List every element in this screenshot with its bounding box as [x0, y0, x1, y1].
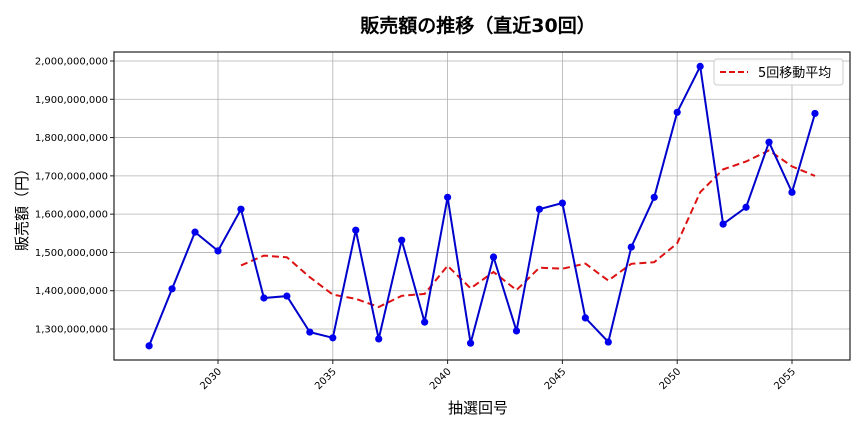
- y-axis-label: 販売額（円）: [13, 161, 31, 251]
- y-tick-label: 1,500,000,000: [35, 248, 108, 259]
- data-point-marker: [788, 188, 796, 196]
- y-tick-label: 1,400,000,000: [35, 286, 108, 297]
- y-tick-label: 1,700,000,000: [35, 171, 108, 182]
- legend-label: 5回移動平均: [758, 66, 831, 81]
- data-point-marker: [283, 292, 291, 300]
- data-point-marker: [444, 193, 452, 201]
- data-point-marker: [673, 108, 681, 116]
- data-point-marker: [306, 328, 314, 336]
- moving-average-path: [240, 149, 816, 309]
- data-point-marker: [627, 243, 635, 251]
- data-point-marker: [329, 334, 337, 342]
- data-point-marker: [765, 138, 773, 146]
- data-point-marker: [352, 226, 360, 234]
- sales-line: [145, 62, 819, 350]
- data-point-marker: [696, 62, 704, 70]
- x-tick-label: 2050: [658, 366, 684, 392]
- y-tick-label: 1,900,000,000: [35, 95, 108, 106]
- x-axis-ticks: 2030 2035 2040 2045 2050 2055: [198, 360, 798, 392]
- data-point-marker: [398, 236, 406, 244]
- data-point-marker: [168, 285, 176, 293]
- legend-box: [713, 58, 844, 86]
- data-point-marker: [237, 205, 245, 213]
- data-point-marker: [604, 338, 612, 346]
- x-tick-label: 2040: [428, 366, 454, 392]
- data-point-marker: [535, 205, 544, 213]
- moving-average-line: [240, 149, 816, 309]
- x-tick-label: 2055: [772, 366, 798, 392]
- x-axis-label: 抽選回号: [448, 399, 508, 417]
- data-point-marker: [260, 294, 268, 302]
- y-tick-label: 1,800,000,000: [35, 133, 108, 144]
- y-tick-label: 1,300,000,000: [35, 325, 108, 336]
- data-point-marker: [512, 327, 521, 335]
- x-tick-label: 2035: [313, 366, 339, 392]
- grid-lines: [114, 52, 850, 360]
- y-tick-label: 1,600,000,000: [35, 210, 108, 221]
- data-point-marker: [811, 109, 819, 118]
- data-point-marker: [375, 335, 383, 343]
- data-point-marker: [466, 339, 475, 347]
- data-point-marker: [489, 253, 498, 261]
- sales-path: [148, 63, 816, 347]
- data-point-marker: [145, 342, 153, 350]
- y-axis-ticks: 1,300,000,000 1,400,000,000 1,500,000,000 1…: [35, 57, 114, 336]
- x-tick-label: 2030: [198, 366, 224, 392]
- data-point-marker: [558, 199, 567, 207]
- x-tick-label: 2045: [543, 366, 569, 392]
- data-point-marker: [191, 228, 199, 236]
- data-point-marker: [742, 203, 750, 211]
- chart-title: 販売額の推移（直近30回）: [360, 14, 595, 37]
- data-point-marker: [719, 220, 727, 228]
- data-point-marker: [421, 318, 429, 326]
- data-point-marker: [581, 314, 589, 322]
- data-point-marker: [214, 247, 222, 255]
- y-tick-label: 2,000,000,000: [35, 57, 108, 68]
- legend: 5回移動平均: [713, 58, 844, 86]
- data-point-marker: [650, 193, 658, 201]
- plot-frame: [113, 51, 851, 361]
